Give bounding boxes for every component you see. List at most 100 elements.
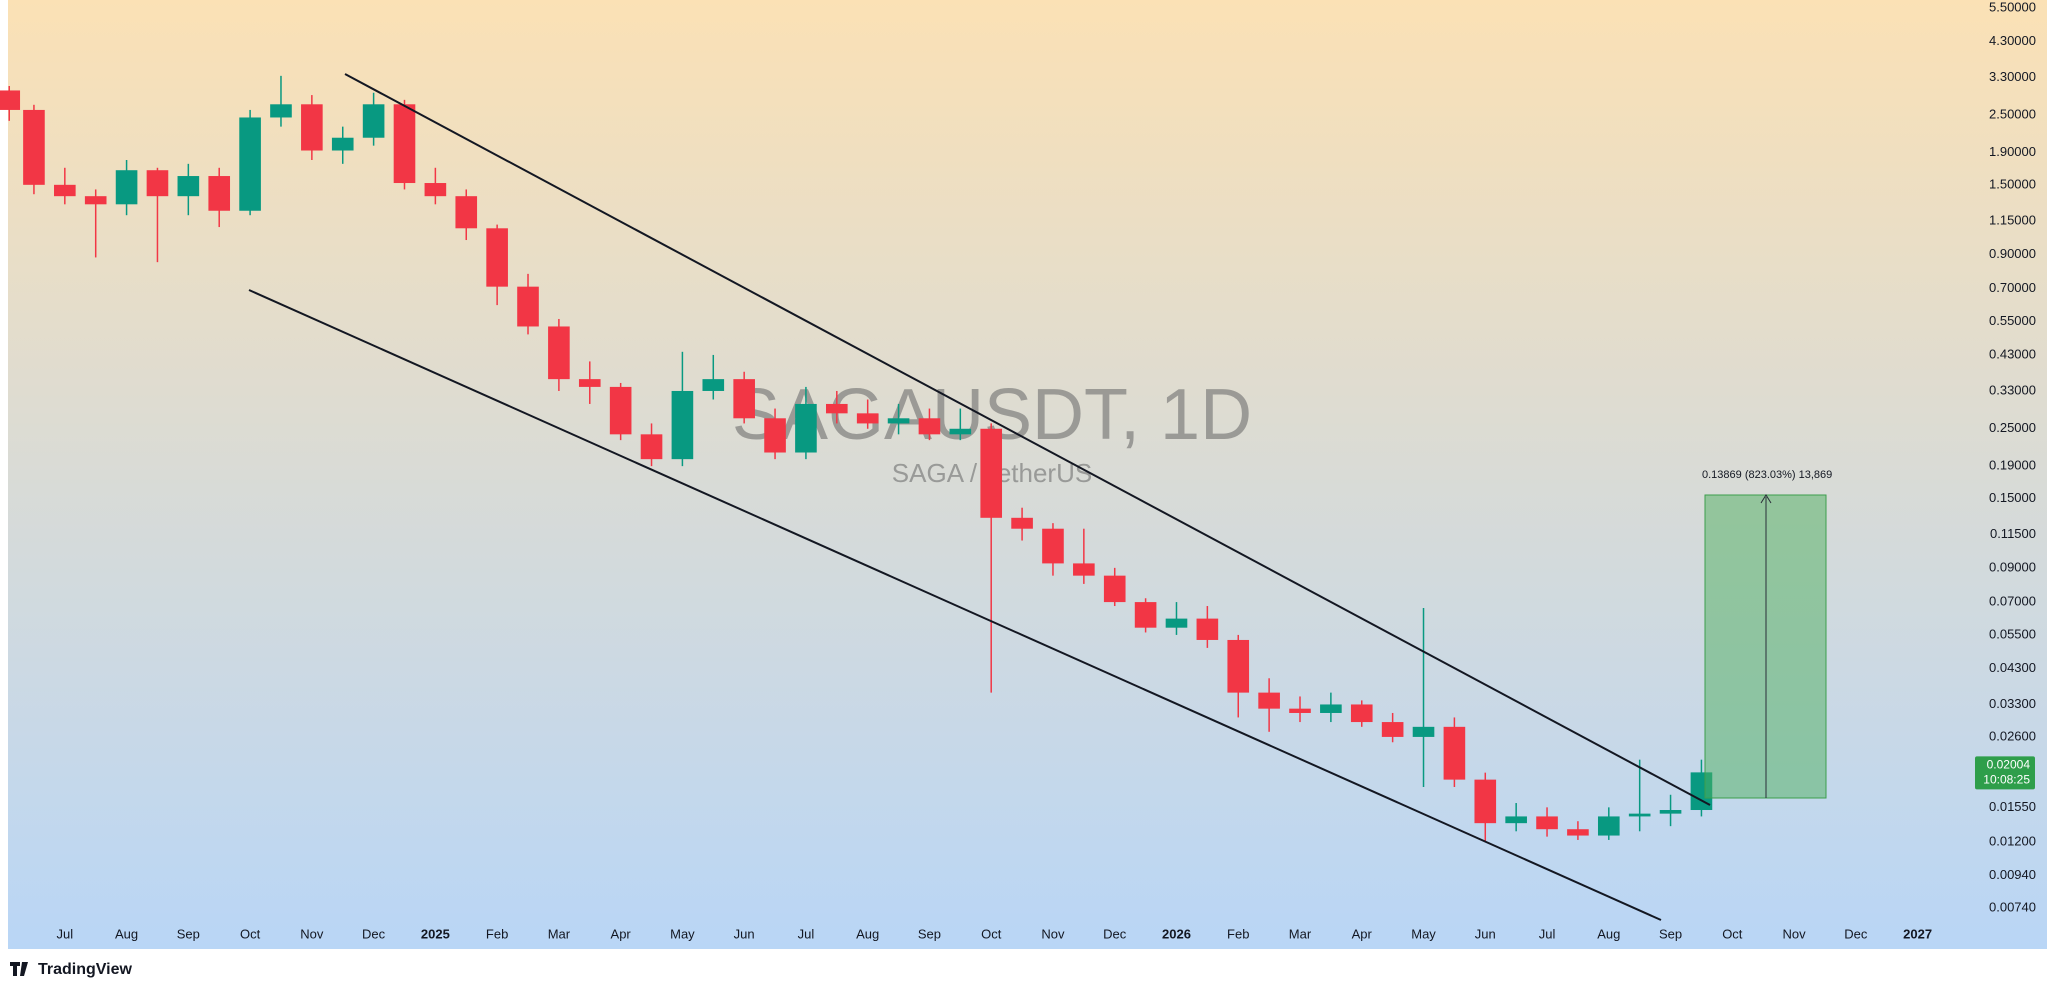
x-tick-label: Sep [918,926,941,941]
y-tick-label: 0.05500 [1989,626,2036,641]
candle-body [980,428,1003,518]
y-tick-label: 0.90000 [1989,246,2036,261]
candle-body [84,196,107,205]
x-tick-label: Jul [57,926,74,941]
x-tick-label: Sep [177,926,200,941]
candle-body [1567,829,1589,836]
x-tick-label: Apr [611,926,632,941]
candle-body [733,379,755,419]
candle-body [23,109,45,185]
candle-body [887,418,910,424]
position-label: 0.13869 (823.03%) 13,869 [1702,469,1832,481]
candle-body [640,434,663,460]
candle-body [702,379,725,391]
y-tick-label: 0.55000 [1989,313,2036,328]
candle-body [1320,704,1342,713]
candle-body [115,170,138,205]
candle-body [455,196,478,229]
y-tick-label: 3.30000 [1989,69,2036,84]
x-tick-label: Jul [798,926,815,941]
candle-body [578,379,601,387]
candle-body [1196,618,1219,640]
candle-body [918,418,941,435]
candle-body [1227,639,1250,693]
x-tick-label: 2025 [421,926,450,941]
candle-body [424,183,447,197]
y-tick-label: 0.00740 [1989,899,2036,914]
candle-body [1505,816,1527,824]
y-tick-label: 0.09000 [1989,559,2036,574]
countdown-label: 10:08:25 [1983,773,2030,787]
candle-body [270,104,292,118]
candle-body [856,413,879,424]
y-tick-label: 1.15000 [1989,212,2036,227]
candle-body [1289,708,1311,713]
candle-body [949,428,972,435]
candle-body [1165,618,1188,628]
candle-body [177,176,200,197]
y-tick-label: 5.50000 [1989,0,2036,14]
x-tick-label: Nov [300,926,324,941]
x-tick-label: 2027 [1903,926,1932,941]
y-tick-label: 0.04300 [1989,660,2036,675]
x-tick-label: Oct [1722,926,1743,941]
x-tick-label: May [670,926,695,941]
candle-body [548,326,570,380]
candle-body [1381,722,1404,737]
x-tick-label: Jul [1539,926,1556,941]
x-tick-label: Dec [1103,926,1127,941]
candle-body [0,90,21,110]
y-tick-label: 0.19000 [1989,458,2036,473]
candle-body [486,228,508,287]
measure-arrow [1760,494,1772,504]
x-tick-label: Dec [362,926,386,941]
candle-body [1073,563,1095,576]
x-tick-label: Oct [240,926,261,941]
candle-body [1350,704,1373,723]
candle-body [1443,726,1466,780]
candle-body [146,170,169,197]
y-tick-label: 0.70000 [1989,280,2036,295]
x-tick-label: Feb [1227,926,1249,941]
x-tick-label: Dec [1844,926,1868,941]
x-tick-label: Nov [1041,926,1065,941]
candle-body [825,403,848,414]
x-tick-label: 2026 [1162,926,1191,941]
candle-body [517,286,539,327]
candle-body [1659,810,1682,814]
y-tick-label: 0.25000 [1989,420,2036,435]
y-tick-label: 4.30000 [1989,33,2036,48]
y-tick-label: 0.33000 [1989,382,2036,397]
trend-line-upper [344,73,1711,806]
y-tick-label: 0.07000 [1989,594,2036,609]
brand-name: TradingView [38,961,133,978]
x-tick-label: Sep [1659,926,1682,941]
candle-body [393,104,416,184]
candle-body [1628,813,1651,817]
y-tick-label: 1.50000 [1989,176,2036,191]
y-tick-label: 2.50000 [1989,107,2036,122]
x-tick-label: May [1411,926,1436,941]
candle-body [1412,726,1435,737]
x-tick-label: Jun [1475,926,1496,941]
candle-body [1597,816,1620,836]
candles [0,75,1713,843]
x-tick-label: Aug [1597,926,1620,941]
x-tick-label: Jun [734,926,755,941]
x-tick-label: Mar [1289,926,1312,941]
candle-body [1042,528,1064,564]
last-price-label: 0.02004 [1987,758,2031,772]
y-tick-label: 0.01200 [1989,834,2036,849]
x-tick-label: Aug [856,926,879,941]
y-tick-label: 0.43000 [1989,346,2036,361]
candle-body [1474,779,1497,824]
x-tick-label: Aug [115,926,138,941]
last-price-box [1975,756,2035,790]
candle-body [301,104,323,151]
x-tick-label: Apr [1352,926,1373,941]
candle-body [208,176,231,211]
candle-body [54,184,76,197]
x-tick-label: Feb [486,926,508,941]
